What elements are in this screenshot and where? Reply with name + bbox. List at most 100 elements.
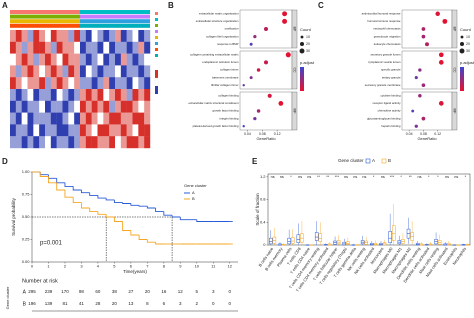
term-label: platelet-derived growth factor binding bbox=[193, 124, 239, 128]
heatmap-cell bbox=[97, 124, 104, 137]
significance: * bbox=[400, 175, 402, 179]
term-label: neutrophil chemotaxis bbox=[373, 27, 401, 31]
facet-panel bbox=[401, 91, 453, 131]
heatmap-cell bbox=[120, 100, 127, 113]
significance: ns bbox=[271, 175, 275, 179]
term-label: fibrillar collagen trimer bbox=[211, 83, 238, 87]
dot bbox=[438, 60, 444, 65]
heatmap-cell bbox=[74, 77, 81, 90]
x-tick-label: 4 bbox=[97, 264, 100, 269]
y-axis-title: Survival probability bbox=[11, 197, 16, 236]
heatmap-cell bbox=[68, 53, 75, 66]
heatmap-cell bbox=[138, 53, 145, 66]
significance: ns bbox=[353, 175, 357, 179]
x-tick-label: 0.04 bbox=[406, 132, 413, 136]
survival-step bbox=[122, 221, 131, 231]
dot bbox=[421, 116, 426, 121]
heatmap-cell bbox=[10, 41, 17, 54]
heatmap-cell bbox=[126, 41, 133, 54]
survival-step bbox=[113, 217, 123, 222]
heatmap-cell bbox=[39, 89, 46, 101]
risk-row-label: A bbox=[23, 289, 27, 295]
heatmap-cell bbox=[109, 136, 116, 149]
term-label: chemokine activity bbox=[378, 109, 401, 113]
risk-y-title: Gene cluster bbox=[5, 286, 10, 309]
term-label: ossification bbox=[225, 27, 239, 31]
heatmap-cell bbox=[115, 41, 122, 54]
survival-step bbox=[130, 203, 140, 206]
term-label: collagen-containing extracellular matrix bbox=[190, 53, 239, 57]
legend-key bbox=[381, 158, 387, 164]
heatmap-cell bbox=[62, 112, 69, 125]
heatmap-cell bbox=[132, 136, 139, 149]
survival-step bbox=[56, 182, 65, 191]
heatmap-cell bbox=[56, 112, 63, 125]
x-tick-label: 0.08 bbox=[420, 132, 427, 136]
survival-step bbox=[89, 208, 98, 213]
heatmap-cell bbox=[33, 136, 40, 149]
heatmap-cell bbox=[62, 77, 69, 90]
dot bbox=[256, 109, 261, 113]
legend-label: 30 bbox=[466, 49, 470, 53]
heatmap-cell bbox=[39, 65, 46, 78]
legend-label: B bbox=[388, 158, 391, 163]
heatmap-cell bbox=[27, 30, 34, 42]
significance: ns bbox=[445, 175, 449, 179]
term-label: antimicrobial humoral response bbox=[362, 12, 401, 16]
x-tick-label: 0.12 bbox=[274, 132, 281, 136]
heatmap-cell bbox=[56, 65, 63, 78]
heatmap-cell bbox=[109, 77, 116, 90]
heatmap-cell bbox=[62, 41, 69, 54]
risk-count: 0 bbox=[229, 289, 232, 294]
facet-label: MF bbox=[293, 108, 297, 113]
heatmap-cell bbox=[39, 112, 46, 125]
term-label: extracellular structure organization bbox=[196, 19, 239, 23]
heatmap-cell bbox=[68, 89, 75, 101]
dot bbox=[414, 76, 418, 80]
color-key bbox=[155, 86, 158, 94]
heatmap-cell bbox=[120, 65, 127, 78]
x-axis-title: Time(years) bbox=[123, 269, 147, 274]
heatmap-cell bbox=[115, 100, 122, 113]
risk-count: 139 bbox=[45, 301, 53, 306]
survival-step bbox=[113, 199, 123, 204]
dot bbox=[267, 93, 272, 98]
heatmap-cell bbox=[115, 89, 122, 101]
box bbox=[392, 225, 396, 241]
x-tick-label: 10 bbox=[195, 264, 200, 269]
survival-step bbox=[72, 197, 82, 204]
heatmap-cell bbox=[91, 41, 98, 54]
legend-label: 20 bbox=[306, 42, 310, 46]
heatmap-cell bbox=[120, 53, 127, 66]
heatmap-cell bbox=[62, 65, 69, 78]
survival-step bbox=[48, 176, 57, 184]
heatmap-cell bbox=[45, 65, 52, 78]
dot bbox=[242, 125, 245, 128]
y-tick-label: 0.25 bbox=[22, 237, 31, 242]
facet-panel bbox=[239, 50, 293, 90]
legend-label: B bbox=[192, 196, 195, 201]
survival-step bbox=[138, 205, 148, 207]
heatmap-cell bbox=[91, 136, 98, 149]
survival-step bbox=[80, 190, 90, 194]
heatmap-cell bbox=[27, 136, 34, 149]
colorbar bbox=[300, 67, 304, 91]
panel-label: C bbox=[318, 1, 324, 10]
x-tick-label: 9 bbox=[179, 264, 182, 269]
heatmap-cell bbox=[50, 100, 57, 113]
heatmap-cell bbox=[21, 89, 28, 101]
x-axis-title: GeneRatio bbox=[417, 136, 437, 141]
heatmap-cell bbox=[62, 53, 69, 66]
risk-count: 170 bbox=[61, 289, 69, 294]
heatmap-cell bbox=[103, 136, 110, 149]
heatmap-cell bbox=[33, 65, 40, 78]
significance: ns bbox=[280, 175, 284, 179]
survival-step bbox=[89, 192, 98, 196]
box bbox=[314, 232, 319, 241]
facet-label: BP bbox=[453, 27, 457, 32]
dot bbox=[256, 68, 261, 72]
heatmap-cell bbox=[144, 136, 151, 149]
heatmap-cell bbox=[27, 41, 34, 54]
survival-step bbox=[163, 211, 173, 216]
